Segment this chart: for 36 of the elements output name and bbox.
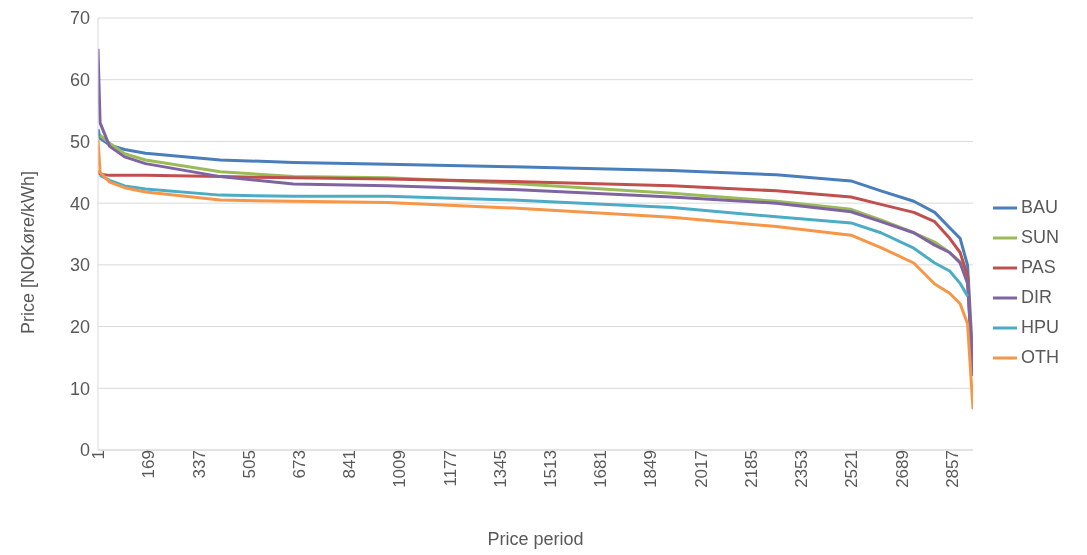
x-tick-label: 1345 bbox=[490, 450, 510, 488]
x-tick-label: 1009 bbox=[390, 450, 410, 488]
x-tick-label: 1849 bbox=[641, 450, 661, 488]
x-tick-label: 1 bbox=[89, 450, 109, 460]
line-series bbox=[98, 173, 970, 298]
legend-label: DIR bbox=[1020, 286, 1052, 307]
y-tick-label: 50 bbox=[69, 131, 90, 152]
x-tick-label: 2017 bbox=[691, 450, 711, 488]
x-tick-label: 337 bbox=[189, 450, 209, 479]
x-tick-label: 505 bbox=[239, 450, 259, 479]
y-tick-label: 40 bbox=[69, 193, 90, 214]
x-tick-label: 2521 bbox=[842, 450, 862, 488]
legend-label: SUN bbox=[1020, 226, 1059, 247]
x-tick-label: 1513 bbox=[541, 450, 561, 488]
y-tick-label: 20 bbox=[69, 316, 90, 337]
x-tick-label: 673 bbox=[289, 450, 309, 479]
x-tick-label: 2857 bbox=[942, 450, 962, 488]
y-tick-label: 10 bbox=[69, 378, 90, 399]
y-tick-label: 70 bbox=[69, 8, 90, 29]
x-tick-label: 2353 bbox=[792, 450, 812, 488]
x-tick-label: 2185 bbox=[741, 450, 761, 488]
y-tick-label: 30 bbox=[69, 255, 90, 276]
x-axis-title: Price period bbox=[487, 529, 584, 549]
x-tick-label: 2689 bbox=[892, 450, 912, 488]
x-tick-label: 841 bbox=[340, 450, 360, 479]
legend-label: OTH bbox=[1020, 346, 1059, 367]
line-series bbox=[98, 47, 973, 378]
legend-label: BAU bbox=[1020, 196, 1058, 217]
y-tick-label: 60 bbox=[69, 70, 90, 91]
y-tick-label: 0 bbox=[79, 440, 90, 461]
legend-label: PAS bbox=[1020, 256, 1056, 277]
x-tick-label: 169 bbox=[139, 450, 159, 479]
legend-label: HPU bbox=[1020, 316, 1059, 337]
x-tick-label: 1177 bbox=[440, 450, 460, 487]
y-axis-title: Price [NOKøre/kWh] bbox=[18, 170, 39, 334]
x-tick-label: 1681 bbox=[591, 450, 611, 488]
